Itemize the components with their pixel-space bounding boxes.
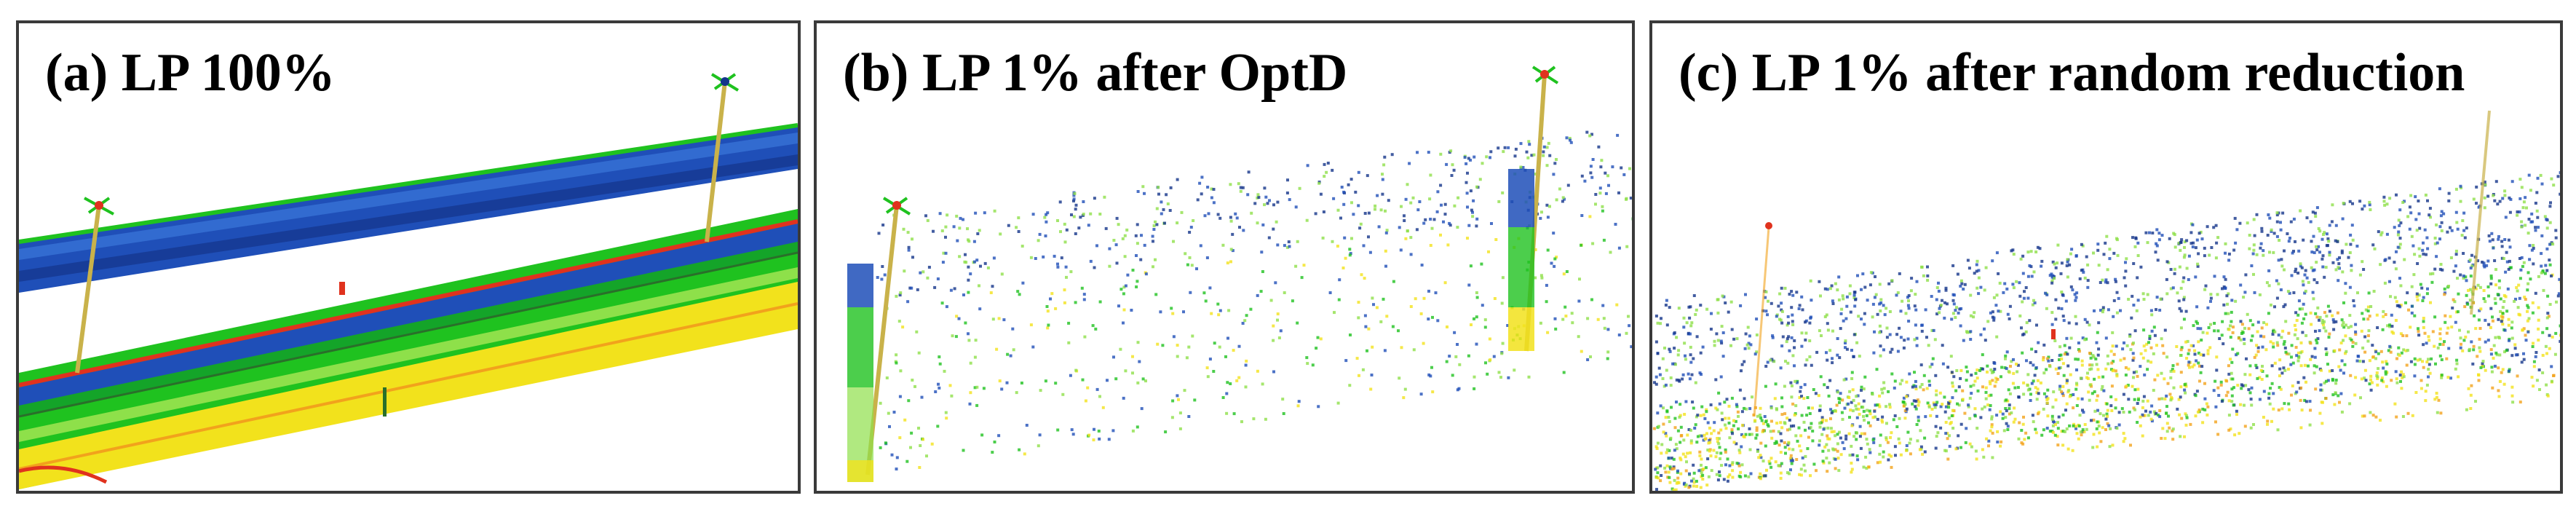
lamppost-left (75, 197, 114, 374)
scattered-points (1652, 171, 2560, 491)
panel-lp-1-random: (c) LP 1% after random reduction (1649, 20, 2563, 494)
panel-title: (c) LP 1% after random reduction (1679, 43, 2465, 103)
scattered-points (876, 130, 1632, 471)
lamppost-left (847, 197, 911, 482)
point-cloud-random (1652, 110, 2560, 491)
point-cloud-optd (847, 66, 1632, 482)
panel-lp-1-optd: (b) LP 1% after OptD (814, 20, 1635, 494)
point-cloud-full (19, 73, 798, 489)
panel-lp-100: (a) LP 100% (16, 20, 801, 494)
lamppost-right (1508, 66, 1559, 352)
panel-title: (b) LP 1% after OptD (843, 43, 1348, 103)
panel-title: (a) LP 100% (45, 43, 336, 103)
lamppost-right (705, 73, 740, 242)
